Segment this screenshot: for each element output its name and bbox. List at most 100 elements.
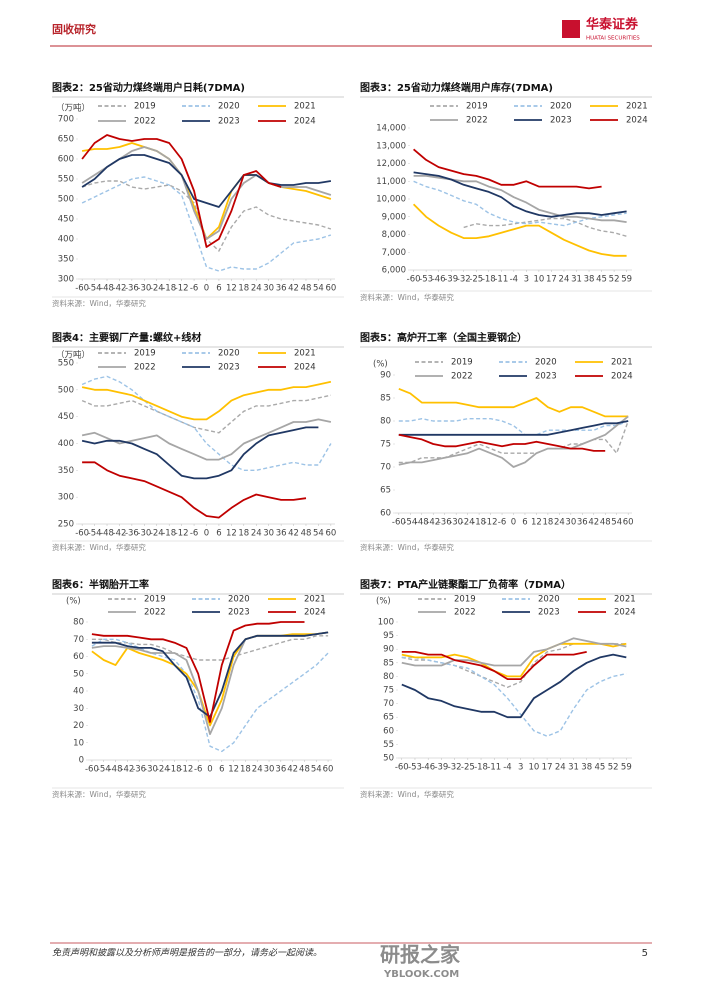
x-tick-label: 18: [240, 765, 251, 775]
series-line: [401, 637, 627, 667]
x-tick-label: -18: [162, 284, 176, 294]
x-tick-label: -12: [175, 284, 189, 294]
y-tick-label: 600: [58, 155, 74, 165]
series-line: [412, 203, 627, 257]
legend-label: 2024: [611, 372, 633, 382]
x-tick-label: -53: [408, 763, 422, 773]
x-tick-label: 24: [554, 518, 565, 528]
y-tick-label: 90: [383, 645, 394, 655]
x-tick-label: -60: [392, 518, 406, 528]
legend-label: 2020: [538, 595, 560, 605]
series-line: [91, 638, 329, 753]
y-tick-label: 700: [58, 115, 74, 125]
y-tick-label: 350: [58, 466, 74, 476]
legend-label: 2019: [144, 595, 166, 605]
logo-mark: [562, 20, 580, 38]
x-tick-label: -60: [85, 765, 99, 775]
y-axis-unit: （万吨）: [56, 350, 90, 361]
legend-label: 2021: [614, 595, 636, 605]
y-tick-label: 70: [383, 699, 394, 709]
y-tick-label: 70: [380, 463, 391, 473]
x-tick-label: 48: [600, 518, 611, 528]
x-tick-label: -12: [175, 529, 189, 539]
x-tick-label: 12: [228, 765, 239, 775]
section-label: 固收研究: [52, 22, 96, 36]
legend-label: 2024: [626, 116, 648, 126]
legend-label: 2023: [218, 117, 240, 127]
x-tick-label: -36: [132, 765, 146, 775]
x-tick-label: -48: [109, 765, 123, 775]
series-line: [398, 415, 629, 468]
series-line: [81, 426, 319, 480]
y-tick-label: 50: [73, 669, 84, 679]
legend-label: 2024: [304, 608, 326, 618]
y-tick-label: 500: [58, 195, 74, 205]
x-tick-label: 31: [568, 763, 579, 773]
x-tick-label: 60: [325, 529, 336, 539]
watermark: 研报之家: [380, 943, 461, 967]
series-line: [81, 154, 332, 208]
watermark-url: YBLOOK.COM: [383, 969, 459, 980]
x-tick-label: 24: [559, 275, 570, 285]
series-line: [81, 380, 332, 421]
x-tick-label: 6: [216, 284, 221, 294]
legend-label: 2023: [538, 608, 560, 618]
x-tick-label: -42: [120, 765, 134, 775]
x-tick-label: 18: [542, 518, 553, 528]
series-line: [398, 418, 629, 436]
y-axis-unit: (%): [376, 597, 391, 607]
x-tick-label: -30: [449, 518, 463, 528]
series-line: [463, 217, 627, 237]
chart-title: 图表6：半钢胎开工率: [52, 578, 149, 591]
chart-title: 图表4：主要钢厂产量:螺纹+线材: [52, 331, 201, 344]
y-tick-label: 80: [383, 672, 394, 682]
legend-label: 2022: [134, 363, 156, 373]
y-tick-label: 75: [383, 686, 394, 696]
x-tick-label: -54: [97, 765, 111, 775]
x-tick-label: -24: [461, 518, 475, 528]
legend-label: 2020: [535, 358, 557, 368]
page-number: 5: [642, 948, 648, 959]
y-tick-label: 550: [58, 359, 74, 369]
legend-label: 2021: [611, 358, 633, 368]
x-tick-label: 36: [275, 765, 286, 775]
series-line: [81, 142, 332, 240]
y-tick-label: 9,000: [382, 212, 406, 222]
y-tick-label: 550: [58, 175, 74, 185]
x-tick-label: -18: [482, 275, 496, 285]
x-tick-label: -42: [113, 284, 127, 294]
x-tick-label: -46: [421, 763, 435, 773]
legend-label: 2022: [144, 608, 166, 618]
x-tick-label: 18: [238, 529, 249, 539]
legend-label: 2020: [218, 102, 240, 112]
y-tick-label: 85: [383, 658, 394, 668]
series-line: [81, 375, 332, 471]
legend-label: 2021: [626, 102, 648, 112]
x-tick-label: 0: [204, 529, 209, 539]
x-tick-label: -24: [150, 284, 164, 294]
x-tick-label: 12: [531, 518, 542, 528]
y-tick-label: 95: [383, 631, 394, 641]
x-tick-label: -18: [162, 529, 176, 539]
x-tick-label: 6: [219, 765, 224, 775]
series-line: [91, 635, 329, 661]
x-tick-label: 42: [588, 518, 599, 528]
x-tick-label: 52: [608, 763, 619, 773]
series-line: [91, 631, 329, 718]
x-tick-label: -46: [432, 275, 446, 285]
x-tick-label: 36: [577, 518, 588, 528]
x-tick-label: -39: [434, 763, 448, 773]
x-tick-label: -4: [510, 275, 518, 285]
x-tick-label: 24: [251, 284, 262, 294]
series-line: [401, 656, 627, 737]
x-tick-label: 30: [263, 529, 274, 539]
x-tick-label: 45: [595, 763, 606, 773]
y-tick-label: 60: [73, 652, 84, 662]
x-tick-label: -6: [190, 284, 198, 294]
x-tick-label: 48: [301, 529, 312, 539]
x-tick-label: -42: [426, 518, 440, 528]
x-tick-label: -30: [137, 284, 151, 294]
y-tick-label: 13,000: [376, 141, 406, 151]
x-tick-label: -18: [474, 763, 488, 773]
